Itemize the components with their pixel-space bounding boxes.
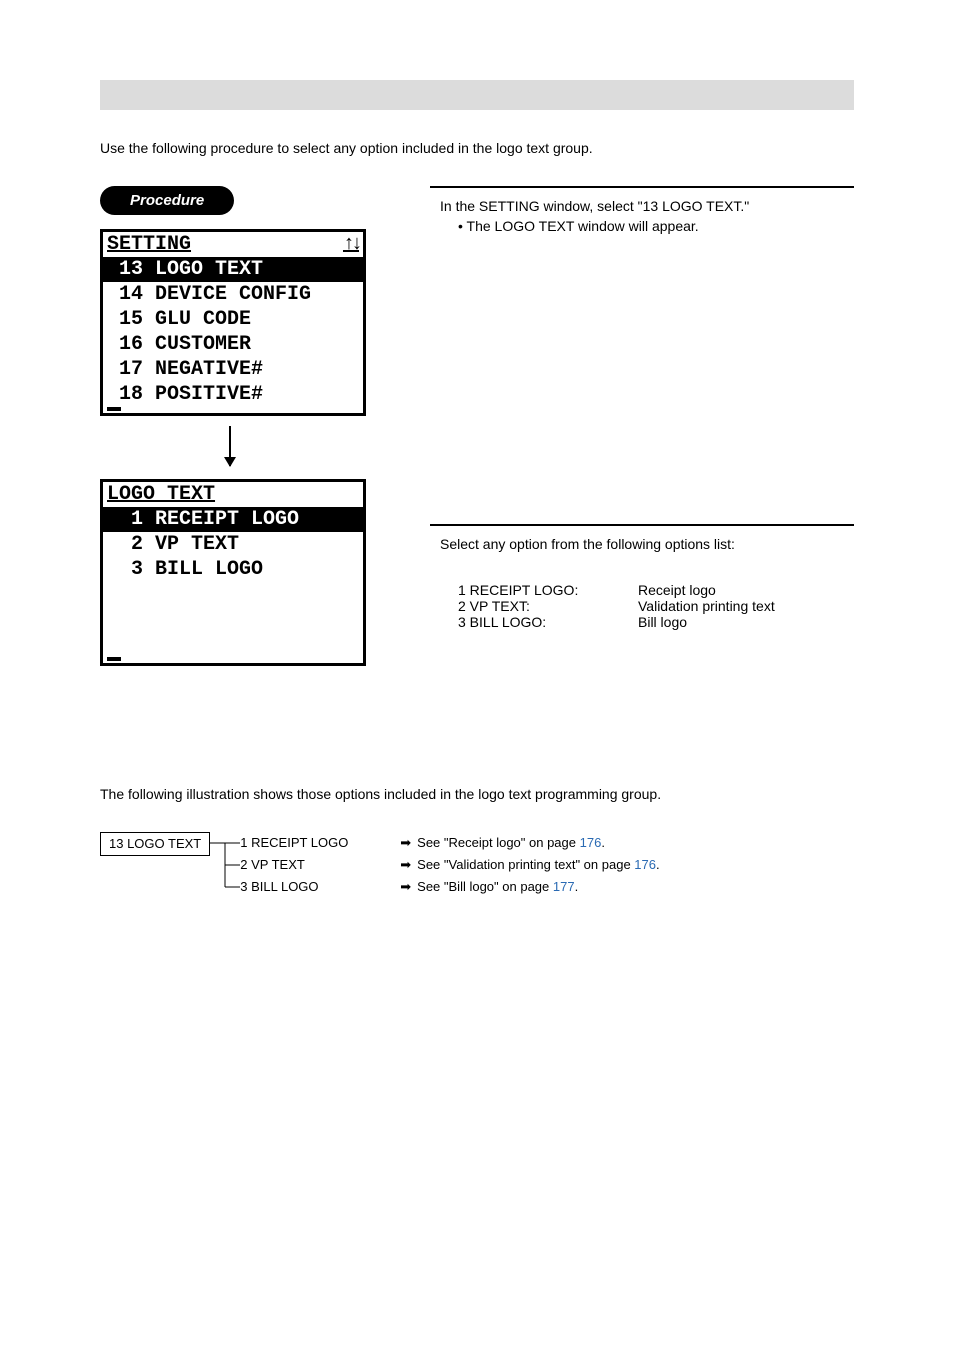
tree-item-label: 1 RECEIPT LOGO	[240, 832, 400, 854]
tree-item-see: See "Receipt logo" on page 176.	[417, 832, 605, 854]
see-text: See "Receipt logo" on page	[417, 835, 579, 850]
scroll-arrows-icon: ↑↓	[343, 232, 359, 257]
cursor-icon	[107, 657, 121, 661]
intro-text: Use the following procedure to select an…	[100, 140, 854, 156]
option-key: 1 RECEIPT LOGO:	[458, 582, 638, 598]
lcd-row: 18 POSITIVE#	[103, 382, 363, 407]
see-text: See "Validation printing text" on page	[417, 857, 634, 872]
tree-root: 13 LOGO TEXT	[100, 832, 210, 856]
lcd-row	[103, 632, 363, 657]
option-value: Validation printing text	[638, 598, 854, 614]
see-text: .	[575, 879, 579, 894]
procedure-label: Procedure	[100, 186, 234, 215]
tree-item-label: 2 VP TEXT	[240, 854, 400, 876]
lcd-screen-setting: SETTING ↑↓ 13 LOGO TEXT 14 DEVICE CONFIG…	[100, 229, 366, 416]
step-text: In the SETTING window, select "13 LOGO T…	[440, 198, 854, 214]
step-text: Select any option from the following opt…	[440, 536, 854, 552]
lcd-row	[103, 607, 363, 632]
tree-diagram: 13 LOGO TEXT 1 RECEIPT LOGO ➡ See "Recei…	[100, 832, 854, 898]
illustration-intro: The following illustration shows those o…	[100, 786, 854, 802]
option-key: 3 BILL LOGO:	[458, 614, 638, 630]
horizontal-rule	[430, 186, 854, 188]
lcd-screen-logotext: LOGO TEXT 1 RECEIPT LOGO 2 VP TEXT 3 BIL…	[100, 479, 366, 666]
lcd-row: 16 CUSTOMER	[103, 332, 363, 357]
tree-item-see: See "Validation printing text" on page 1…	[417, 854, 659, 876]
lcd-title: LOGO TEXT	[107, 482, 215, 507]
right-arrow-icon: ➡	[400, 854, 411, 876]
lcd-title: SETTING	[107, 232, 191, 257]
lcd-row: 3 BILL LOGO	[103, 557, 363, 582]
lcd-row: 15 GLU CODE	[103, 307, 363, 332]
see-text: .	[601, 835, 605, 850]
option-value: Bill logo	[638, 614, 854, 630]
tree-item-label: 3 BILL LOGO	[240, 876, 400, 898]
option-value: Receipt logo	[638, 582, 854, 598]
option-key: 2 VP TEXT:	[458, 598, 638, 614]
tree-branches-icon	[210, 832, 240, 898]
horizontal-rule	[430, 524, 854, 526]
right-arrow-icon: ➡	[400, 876, 411, 898]
tree-item-see: See "Bill logo" on page 177.	[417, 876, 578, 898]
page-link[interactable]: 177	[553, 879, 575, 894]
options-list: 1 RECEIPT LOGO: Receipt logo 2 VP TEXT: …	[458, 582, 854, 630]
lcd-row: 1 RECEIPT LOGO	[103, 507, 363, 532]
down-arrow-icon	[229, 426, 231, 466]
lcd-row: 14 DEVICE CONFIG	[103, 282, 363, 307]
lcd-row: 17 NEGATIVE#	[103, 357, 363, 382]
lcd-row: 2 VP TEXT	[103, 532, 363, 557]
lcd-row	[103, 582, 363, 607]
page-link[interactable]: 176	[580, 835, 602, 850]
see-text: See "Bill logo" on page	[417, 879, 553, 894]
step-bullet: • The LOGO TEXT window will appear.	[458, 218, 854, 234]
right-arrow-icon: ➡	[400, 832, 411, 854]
grey-header-bar	[100, 80, 854, 110]
cursor-icon	[107, 407, 121, 411]
page-link[interactable]: 176	[634, 857, 656, 872]
lcd-row: 13 LOGO TEXT	[103, 257, 363, 282]
see-text: .	[656, 857, 660, 872]
